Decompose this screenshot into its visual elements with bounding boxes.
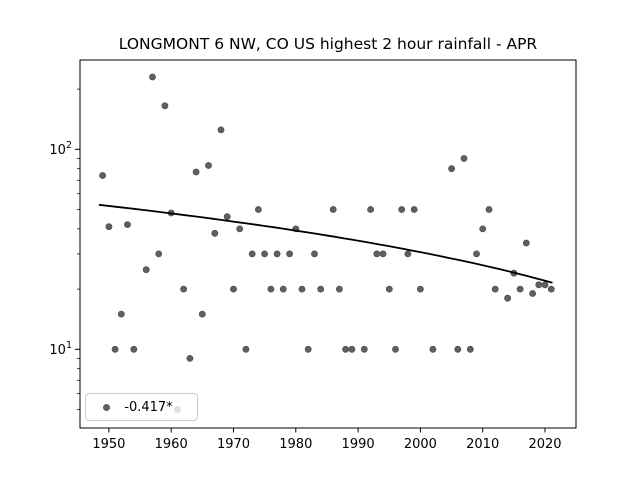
x-tick-label: 1980 <box>279 437 312 452</box>
data-point <box>473 250 480 258</box>
data-point <box>236 225 244 233</box>
data-point <box>491 285 499 293</box>
data-point <box>360 345 368 353</box>
data-point <box>279 285 287 293</box>
data-point <box>429 345 437 353</box>
data-point <box>348 345 356 353</box>
x-tick-label: 2010 <box>466 437 499 452</box>
data-point <box>367 206 374 213</box>
data-point <box>460 155 468 162</box>
data-point <box>541 281 549 289</box>
data-point <box>522 239 530 247</box>
data-point <box>192 168 200 176</box>
data-point <box>217 126 225 134</box>
y-tick-label: 102 <box>49 140 72 158</box>
data-point <box>273 250 281 258</box>
data-point <box>211 229 219 237</box>
data-point <box>416 285 424 293</box>
y-tick-label: 101 <box>49 340 72 358</box>
data-point <box>186 354 194 362</box>
data-point <box>479 225 487 233</box>
data-point <box>180 285 187 293</box>
x-tick-label: 1950 <box>92 437 125 452</box>
data-point <box>242 345 250 353</box>
data-point <box>286 250 293 258</box>
data-point <box>142 266 150 274</box>
x-tick-label: 2000 <box>404 437 437 452</box>
data-point <box>448 165 455 173</box>
data-point <box>130 345 138 353</box>
legend: -0.417* <box>85 393 198 421</box>
data-point <box>99 172 106 179</box>
x-tick-label: 2020 <box>528 437 561 452</box>
data-point <box>547 285 555 293</box>
data-point <box>105 223 113 231</box>
data-point <box>535 281 543 289</box>
data-point <box>111 345 119 353</box>
data-point <box>149 73 156 81</box>
data-point <box>329 206 337 213</box>
data-point <box>124 221 131 228</box>
data-point <box>261 250 268 258</box>
chart-title: LONGMONT 6 NW, CO US highest 2 hour rain… <box>118 35 538 53</box>
data-point <box>117 310 125 318</box>
data-point <box>466 345 474 353</box>
data-point <box>342 345 349 353</box>
data-point <box>230 285 237 293</box>
data-point <box>304 345 312 353</box>
data-point <box>485 206 493 213</box>
data-point <box>392 345 399 353</box>
data-point <box>198 310 206 318</box>
data-point <box>504 294 511 302</box>
data-point <box>404 250 412 258</box>
data-point <box>454 345 462 353</box>
data-point <box>223 213 231 221</box>
data-point <box>410 206 418 213</box>
data-point <box>298 285 306 293</box>
x-tick-label: 1960 <box>155 437 188 452</box>
data-point <box>516 285 524 293</box>
x-tick-label: 1990 <box>342 437 375 452</box>
data-point <box>529 290 536 297</box>
data-point <box>317 285 325 293</box>
data-point <box>385 285 393 293</box>
data-point <box>379 250 387 258</box>
data-point <box>248 250 256 258</box>
plot-border <box>79 59 577 429</box>
data-point <box>398 206 406 213</box>
x-tick-label: 1970 <box>217 437 250 452</box>
data-point <box>205 162 212 169</box>
legend-label: -0.417* <box>124 399 173 415</box>
data-point <box>155 250 163 258</box>
legend-marker-icon <box>103 403 110 411</box>
data-point <box>161 102 169 110</box>
data-point <box>254 206 262 213</box>
data-point <box>335 285 343 293</box>
trend-line <box>98 203 553 284</box>
data-point <box>311 250 318 258</box>
data-point <box>267 285 275 293</box>
data-point <box>373 250 381 258</box>
